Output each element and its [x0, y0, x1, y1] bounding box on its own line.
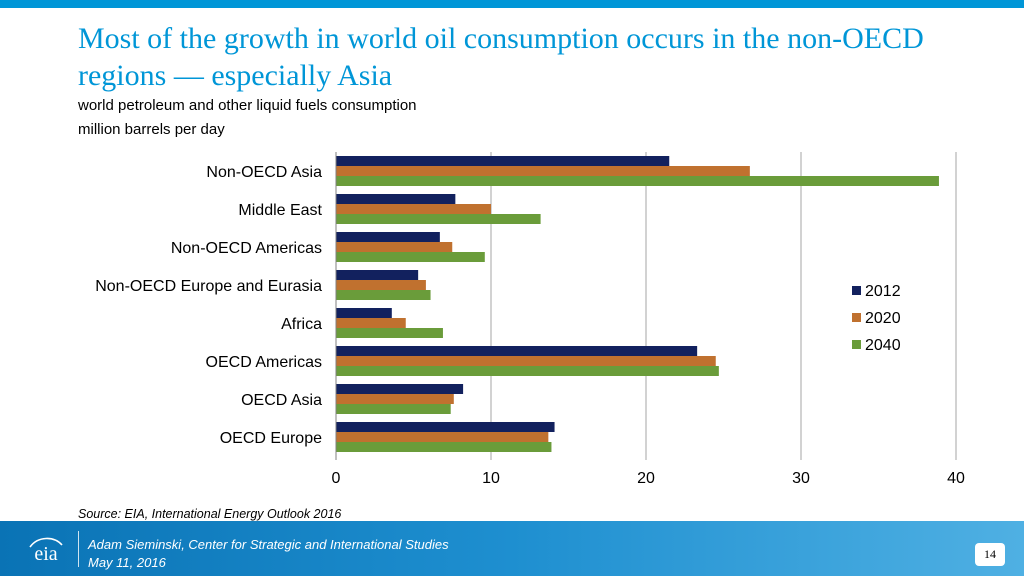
- bar-oecd-asia-2020: [336, 394, 454, 404]
- bar-non-oecd-americas-2012: [336, 232, 440, 242]
- x-tick-label: 20: [637, 470, 655, 487]
- eia-logo-icon: eia: [29, 537, 63, 564]
- legend-label-2040: 2040: [865, 337, 901, 354]
- category-label: Africa: [281, 316, 322, 333]
- page-number: 14: [975, 543, 1005, 566]
- footer-bar: eia Adam Sieminski, Center for Strategic…: [0, 521, 1024, 576]
- bar-middle-east-2040: [336, 214, 541, 224]
- presenter-name: Adam Sieminski, Center for Strategic and…: [88, 537, 449, 552]
- chart-units: million barrels per day: [78, 121, 225, 138]
- bar-non-oecd-americas-2020: [336, 242, 453, 252]
- bar-oecd-americas-2040: [336, 366, 719, 376]
- category-label: Non-OECD Americas: [171, 240, 322, 257]
- category-label: Non-OECD Asia: [206, 164, 322, 181]
- legend-swatch-2040: [852, 340, 861, 349]
- bar-oecd-americas-2020: [336, 356, 716, 366]
- bar-non-oecd-europe-and-eurasia-2020: [336, 280, 426, 290]
- bar-oecd-europe-2012: [336, 422, 555, 432]
- legend-swatch-2012: [852, 286, 861, 295]
- category-label: Middle East: [238, 202, 322, 219]
- top-accent-bar: [0, 0, 1024, 8]
- x-tick-label: 30: [792, 470, 810, 487]
- chart-subtitle: world petroleum and other liquid fuels c…: [78, 97, 417, 114]
- x-tick-label: 10: [482, 470, 500, 487]
- bar-africa-2020: [336, 318, 406, 328]
- source-note: Source: EIA, International Energy Outloo…: [78, 507, 342, 521]
- x-tick-label: 0: [332, 470, 341, 487]
- bar-oecd-europe-2040: [336, 442, 552, 452]
- bar-chart: Non-OECD Asia Middle East Non-OECD America…: [95, 152, 965, 487]
- slide-title: Most of the growth in world oil consumpt…: [78, 22, 924, 92]
- bar-africa-2040: [336, 328, 443, 338]
- category-label: OECD Europe: [220, 430, 322, 447]
- bar-non-oecd-asia-2020: [336, 166, 750, 176]
- footer-divider: [78, 531, 79, 567]
- eia-logo-text: eia: [34, 543, 57, 564]
- legend-swatch-2020: [852, 313, 861, 322]
- bar-oecd-europe-2020: [336, 432, 549, 442]
- bar-middle-east-2012: [336, 194, 456, 204]
- bar-non-oecd-europe-and-eurasia-2040: [336, 290, 431, 300]
- bar-africa-2012: [336, 308, 392, 318]
- bar-oecd-asia-2040: [336, 404, 451, 414]
- bar-non-oecd-americas-2040: [336, 252, 485, 262]
- bar-oecd-americas-2012: [336, 346, 698, 356]
- x-tick-label: 40: [947, 470, 965, 487]
- category-label: OECD Asia: [241, 392, 322, 409]
- bar-non-oecd-asia-2012: [336, 156, 670, 166]
- bar-oecd-asia-2012: [336, 384, 464, 394]
- presentation-date: May 11, 2016: [88, 555, 166, 570]
- category-label: OECD Americas: [206, 354, 322, 371]
- legend-label-2020: 2020: [865, 310, 901, 327]
- bar-non-oecd-europe-and-eurasia-2012: [336, 270, 419, 280]
- legend-label-2012: 2012: [865, 283, 901, 300]
- category-label: Non-OECD Europe and Eurasia: [95, 278, 322, 295]
- bar-non-oecd-asia-2040: [336, 176, 939, 186]
- bar-middle-east-2020: [336, 204, 491, 214]
